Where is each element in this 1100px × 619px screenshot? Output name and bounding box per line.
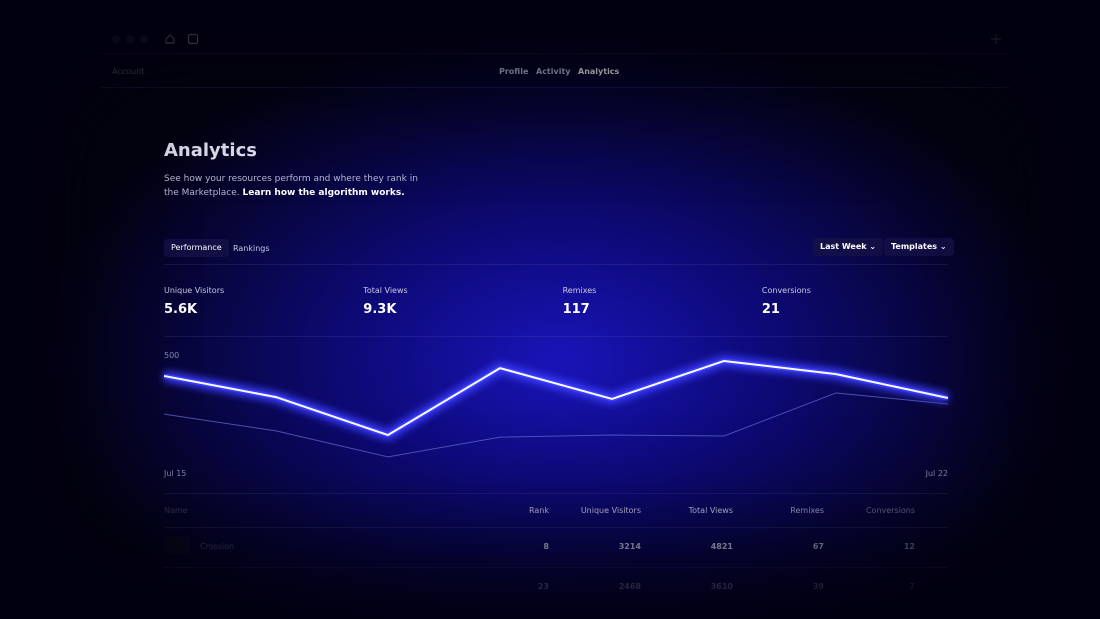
- y-tick-label: 500: [164, 351, 179, 360]
- stat-value: 5.6K: [164, 302, 198, 317]
- home-icon[interactable]: [164, 33, 176, 45]
- column-header[interactable]: Unique Visitors: [580, 506, 641, 515]
- table-cell: 3610: [710, 582, 733, 591]
- table-cell: 12: [903, 542, 915, 551]
- stat-value: 21: [761, 302, 780, 317]
- thumbnail: [164, 576, 190, 594]
- chart: 500 Jul 15 Jul 22: [163, 351, 950, 478]
- description: See how your resources perform and where…: [164, 172, 424, 200]
- window-control[interactable]: [140, 35, 148, 43]
- add-icon[interactable]: [990, 33, 1002, 45]
- divider: [164, 264, 948, 265]
- row-divider: [164, 567, 948, 568]
- account-menu[interactable]: Account: [112, 67, 145, 76]
- filter-dropdown[interactable]: Templates ⌄: [884, 238, 954, 256]
- row-divider: [164, 527, 948, 528]
- page-title: Analytics: [164, 140, 257, 161]
- divider: [100, 53, 1010, 54]
- stat-value: 9.3K: [363, 302, 397, 317]
- table-cell: 8: [543, 542, 549, 551]
- filter-dropdown[interactable]: Last Week ⌄: [813, 238, 884, 256]
- stat-label: Unique Visitors: [164, 286, 225, 295]
- line: [163, 359, 949, 437]
- column-header[interactable]: Name: [164, 506, 188, 515]
- column-header[interactable]: Total Views: [688, 506, 733, 515]
- column-header[interactable]: Remixes: [790, 506, 824, 515]
- chevron: ⌄: [866, 242, 877, 251]
- table-cell: 39: [812, 582, 824, 591]
- nav-item[interactable]: Profile: [499, 67, 529, 76]
- column-header[interactable]: Rank: [529, 506, 549, 515]
- stat-label: Total Views: [363, 286, 408, 295]
- window-control[interactable]: [112, 35, 120, 43]
- table-cell: 4821: [710, 542, 733, 551]
- tab[interactable]: Rankings: [233, 244, 270, 253]
- table-cell: 3214: [618, 542, 641, 551]
- thumbnail: [164, 536, 190, 554]
- filter-label: Last Week: [820, 242, 867, 251]
- line: [163, 392, 949, 458]
- table-cell: 23: [537, 582, 549, 591]
- table-cell: 2468: [618, 582, 641, 591]
- table-cell: 67: [812, 542, 824, 551]
- chevron: ⌄: [937, 242, 947, 251]
- divider: [164, 336, 948, 337]
- inbox-icon[interactable]: [187, 33, 199, 45]
- stat-value: 117: [562, 302, 590, 317]
- x-tick-label: Jul 15: [163, 469, 186, 478]
- nav-item[interactable]: Activity: [536, 67, 571, 76]
- x-tick-label: Jul 22: [925, 469, 948, 478]
- divider: [100, 87, 1010, 88]
- stat-label: Remixes: [562, 286, 597, 295]
- divider: [164, 493, 948, 494]
- window-control[interactable]: [126, 35, 134, 43]
- learn-link[interactable]: Learn how the algorithm works.: [242, 188, 405, 198]
- description-text: See how your resources perform and where…: [164, 174, 418, 198]
- filter-label: Templates: [891, 242, 938, 251]
- table-cell: 7: [909, 582, 915, 591]
- tab[interactable]: Performance: [164, 239, 229, 257]
- nav-item[interactable]: Analytics: [578, 67, 620, 76]
- stat-label: Conversions: [761, 286, 811, 295]
- table-cell: Crossion: [200, 542, 235, 551]
- column-header[interactable]: Conversions: [865, 506, 915, 515]
